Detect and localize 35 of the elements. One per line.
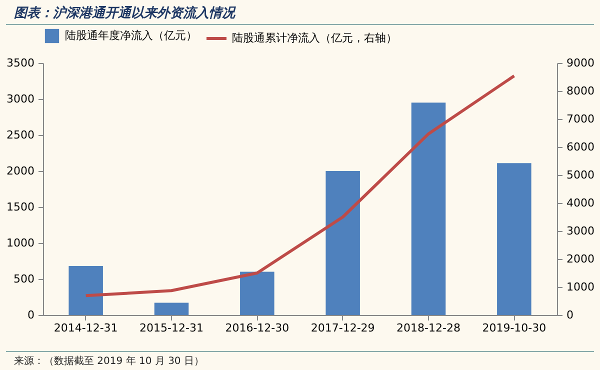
legend-label: 陆股通年度净流入（亿元） [65,29,197,42]
x-tick-label: 2016-12-30 [225,322,290,334]
y2-tick-label: 4000 [566,196,594,210]
x-tick-label: 2017-12-29 [310,322,375,334]
bar [411,102,446,315]
y2-tick-label: 2000 [566,252,594,266]
y2-tick-label: 0 [566,308,574,322]
y2-tick-label: 6000 [566,140,594,154]
y-tick-label: 3500 [6,56,34,70]
x-tick-label: 2015-12-31 [140,322,204,334]
y2-tick-label: 9000 [566,56,594,70]
y-tick-label: 2000 [6,164,34,178]
bar [154,302,189,315]
y2-tick-label: 3000 [566,224,594,238]
bar [68,266,103,315]
y2-tick-label: 5000 [566,168,594,182]
y-tick-label: 1000 [6,236,34,250]
y-tick-label: 500 [14,272,34,286]
y2-tick-label: 7000 [566,112,594,126]
y2-tick-label: 1000 [566,280,594,294]
source-note: 来源：（数据截至 2019 年 10 月 30 日） [6,351,594,370]
bar [497,163,532,315]
y-tick-label: 0 [28,308,34,322]
legend-label: 陆股通累计净流入（亿元，右轴） [232,32,397,44]
x-tick-label: 2014-12-31 [54,322,118,334]
chart-title: 图表：沪深港通开通以来外资流入情况 [6,0,594,25]
bar [326,171,360,315]
x-tick-label: 2018-12-28 [396,322,460,334]
x-tick-label: 2019-10-30 [482,322,546,334]
y-tick-label: 3000 [6,92,34,106]
y2-tick-label: 8000 [566,84,594,98]
y-tick-label: 1500 [6,200,34,214]
line-series [84,74,516,298]
bar [240,272,274,315]
y-tick-label: 2500 [6,128,34,142]
